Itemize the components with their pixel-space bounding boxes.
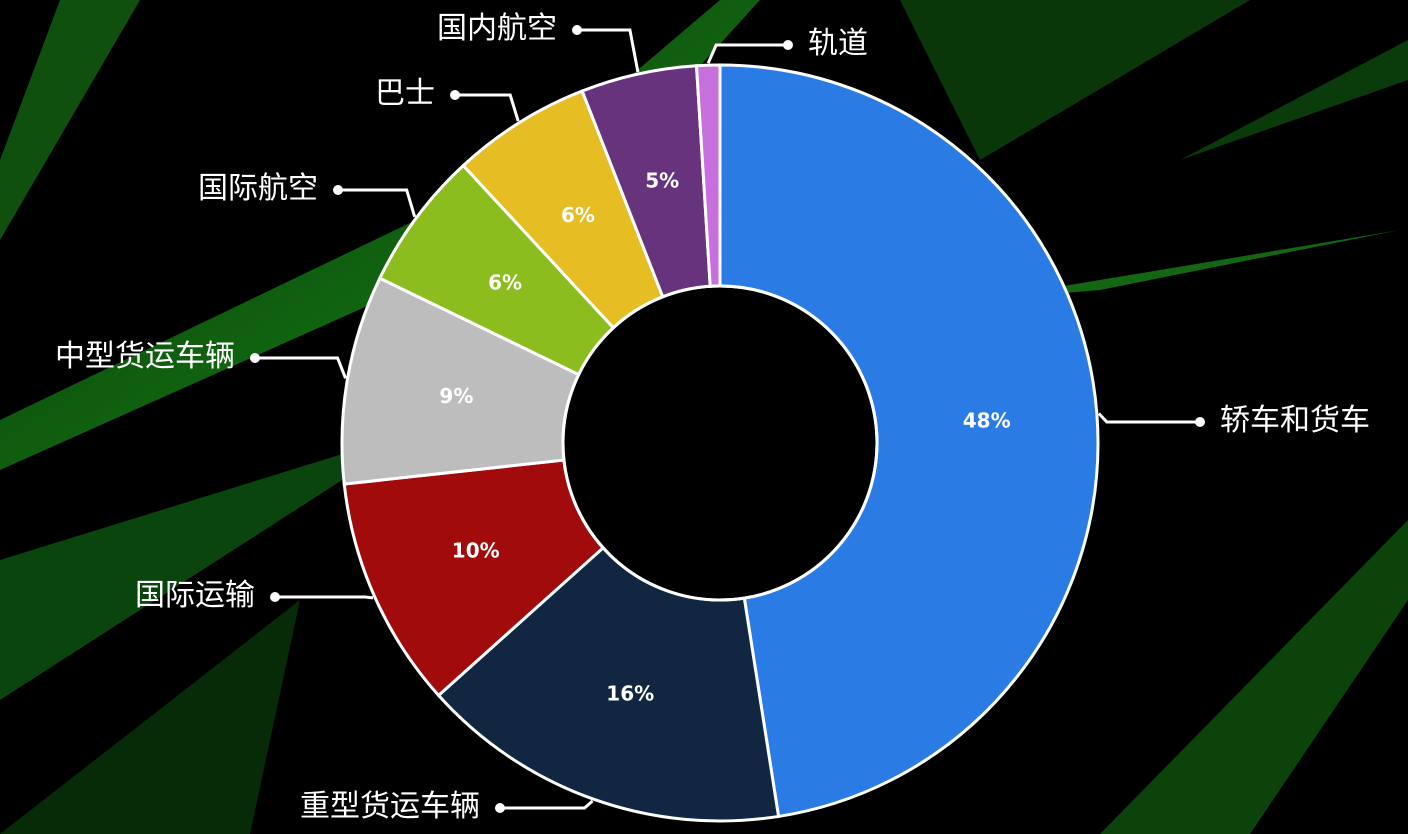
value-label: 6% (488, 270, 522, 294)
value-label: 10% (452, 539, 500, 563)
leader-line (275, 597, 373, 598)
leader-dot (450, 90, 460, 100)
value-label: 9% (439, 384, 473, 408)
leader-dot (270, 592, 280, 602)
category-label: 巴士 (375, 76, 435, 111)
value-label: 5% (645, 168, 679, 192)
category-label: 国内航空 (437, 11, 557, 46)
leader-dot (783, 40, 793, 50)
page: 48% 轿车和货车 16% 重型货运车辆 10% 国际运输 9% 中型货运车辆 6% 国际航空 6%… (0, 0, 1408, 834)
category-label: 轨道 (808, 26, 868, 61)
leader-dot (572, 25, 582, 35)
chart: 48% 轿车和货车 16% 重型货运车辆 10% 国际运输 9% 中型货运车辆 6% 国际航空 6%… (0, 0, 1408, 834)
leader-dot (250, 353, 260, 363)
value-label: 16% (606, 681, 654, 705)
value-label: 48% (963, 409, 1011, 433)
category-label: 国际运输 (135, 578, 255, 613)
category-label: 重型货运车辆 (300, 789, 480, 824)
leader-dot (1195, 417, 1205, 427)
leader-dot (333, 185, 343, 195)
category-label: 中型货运车辆 (55, 339, 235, 374)
leader-dot (495, 803, 505, 813)
category-label: 国际航空 (198, 171, 318, 206)
category-label: 轿车和货车 (1220, 403, 1370, 438)
value-label: 6% (561, 203, 595, 227)
